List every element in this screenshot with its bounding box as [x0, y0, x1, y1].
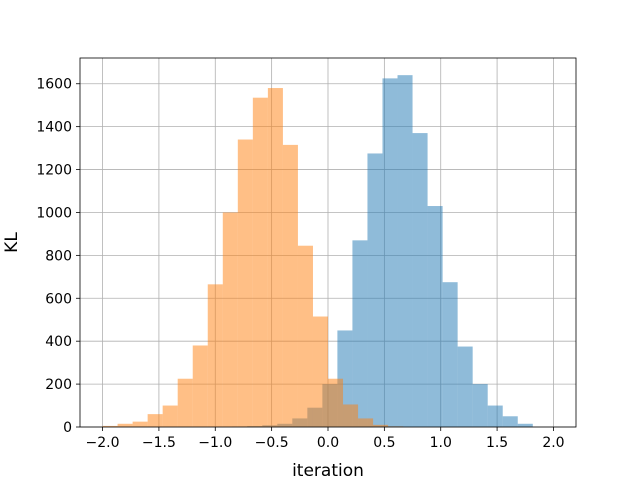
- y-tick-label: 1000: [36, 205, 72, 221]
- histogram-bar-series-2: [267, 88, 283, 427]
- histogram-bar-series-1: [487, 405, 503, 427]
- x-tick-label: 1.5: [486, 435, 508, 451]
- y-tick-label: 400: [45, 334, 72, 350]
- histogram-bar-series-1: [427, 206, 443, 427]
- histogram-bar-series-1: [457, 346, 473, 427]
- histogram-bar-series-2: [147, 414, 163, 427]
- histogram-bar-series-2: [312, 316, 328, 427]
- y-tick-label: 1400: [36, 120, 72, 136]
- histogram-bar-series-2: [177, 378, 193, 427]
- histogram-bar-series-1: [442, 282, 458, 427]
- histogram-bar-series-2: [358, 418, 374, 427]
- x-tick-label: −0.5: [255, 435, 289, 451]
- histogram-bar-series-2: [297, 245, 313, 427]
- y-tick-label: 1600: [36, 77, 72, 93]
- histogram-bar-series-1: [472, 384, 488, 427]
- x-tick-label: 1.0: [430, 435, 452, 451]
- y-tick-label: 1200: [36, 163, 72, 179]
- histogram-bars: [102, 75, 533, 428]
- x-tick-label: −1.0: [198, 435, 232, 451]
- histogram-bar-series-2: [162, 405, 178, 427]
- y-tick-label: 800: [45, 248, 72, 264]
- histogram-bar-series-2: [252, 97, 268, 427]
- y-tick-label: 0: [63, 420, 72, 436]
- histogram-bar-series-2: [192, 345, 208, 427]
- histogram-bar-series-1: [397, 75, 413, 428]
- x-axis-label: iteration: [292, 461, 364, 480]
- histogram-bar-series-2: [373, 424, 389, 427]
- histogram-bar-series-1: [412, 133, 428, 427]
- y-tick-label: 600: [45, 291, 72, 307]
- histogram-bar-series-2: [343, 404, 359, 427]
- x-tick-label: −2.0: [86, 435, 120, 451]
- histogram-bar-series-1: [517, 423, 533, 427]
- histogram-bar-series-2: [117, 423, 133, 427]
- histogram-bar-series-1: [367, 153, 383, 427]
- histogram-bar-series-2: [207, 284, 223, 427]
- histogram-bar-series-2: [237, 139, 253, 427]
- histogram-bar-series-2: [132, 421, 148, 427]
- histogram-bar-series-1: [502, 416, 518, 427]
- x-tick-label: 2.0: [542, 435, 564, 451]
- histogram-bar-series-2: [328, 378, 344, 427]
- histogram-bar-series-2: [282, 144, 298, 427]
- histogram-bar-series-2: [102, 425, 118, 427]
- histogram-bar-series-1: [382, 78, 398, 428]
- x-tick-label: 0.5: [373, 435, 395, 451]
- y-axis-ticks: 0 200 400 600 800 1000 1200 1400 1600: [36, 77, 80, 436]
- x-axis-ticks: −2.0 −1.5 −1.0 −0.5 0.0 0.5 1.0 1.5 2.0: [86, 427, 565, 451]
- y-axis-label: KL: [2, 232, 22, 253]
- x-tick-label: −1.5: [142, 435, 176, 451]
- y-tick-label: 200: [45, 377, 72, 393]
- x-tick-label: 0.0: [317, 435, 339, 451]
- histogram-bar-series-1: [352, 240, 368, 427]
- histogram-bar-series-2: [222, 212, 238, 427]
